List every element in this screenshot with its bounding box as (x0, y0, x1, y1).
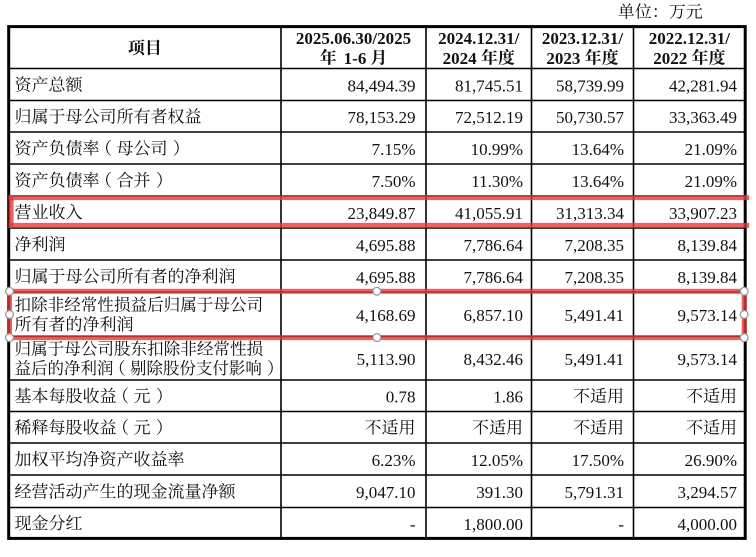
svg-text:9,573.14: 9,573.14 (678, 350, 738, 369)
svg-text:5,113.90: 5,113.90 (357, 350, 416, 369)
svg-text:7.15%: 7.15% (372, 140, 416, 159)
svg-text:21.09%: 21.09% (685, 172, 737, 191)
svg-text:8,139.84: 8,139.84 (678, 236, 738, 255)
svg-text:41,055.91: 41,055.91 (455, 204, 523, 223)
svg-text:4,168.69: 4,168.69 (356, 306, 416, 325)
svg-text:72,512.19: 72,512.19 (455, 108, 523, 127)
svg-text:5,791.31: 5,791.31 (565, 483, 625, 502)
svg-text:7,208.35: 7,208.35 (565, 236, 625, 255)
svg-text:2023: 2023 (546, 49, 580, 68)
svg-text:50,730.57: 50,730.57 (556, 108, 625, 127)
svg-text:4,695.88: 4,695.88 (356, 268, 416, 287)
svg-text:6.23%: 6.23% (372, 451, 416, 470)
svg-text:2025.06.30/2025: 2025.06.30/2025 (296, 29, 411, 48)
svg-text:78,153.29: 78,153.29 (348, 108, 416, 127)
svg-text:81,745.51: 81,745.51 (455, 76, 523, 95)
svg-text:33,907.23: 33,907.23 (669, 204, 737, 223)
svg-text:33,363.49: 33,363.49 (669, 108, 737, 127)
svg-text:10.99%: 10.99% (471, 140, 523, 159)
svg-text:9,573.14: 9,573.14 (678, 306, 738, 325)
svg-text:17.50%: 17.50% (572, 451, 624, 470)
svg-text:3,294.57: 3,294.57 (678, 483, 738, 502)
svg-text:21.09%: 21.09% (685, 140, 737, 159)
svg-text:2022.12.31/: 2022.12.31/ (649, 29, 731, 48)
svg-text:4,695.88: 4,695.88 (356, 236, 416, 255)
svg-text:-: - (410, 515, 416, 534)
svg-text:5,491.41: 5,491.41 (565, 350, 625, 369)
svg-text:23,849.87: 23,849.87 (348, 204, 417, 223)
svg-text:11.30%: 11.30% (471, 172, 523, 191)
svg-text:8,139.84: 8,139.84 (678, 268, 738, 287)
svg-text:2023.12.31/: 2023.12.31/ (542, 29, 624, 48)
svg-text:9,047.10: 9,047.10 (356, 483, 416, 502)
svg-text:13.64%: 13.64% (572, 140, 624, 159)
svg-text:58,739.99: 58,739.99 (556, 76, 624, 95)
svg-text:12.05%: 12.05% (471, 451, 523, 470)
svg-text:26.90%: 26.90% (685, 451, 737, 470)
svg-text:5,491.41: 5,491.41 (565, 306, 625, 325)
svg-text:1-6: 1-6 (344, 49, 367, 68)
svg-text:7,208.35: 7,208.35 (565, 268, 625, 287)
svg-text:13.64%: 13.64% (572, 172, 624, 191)
svg-text:4,000.00: 4,000.00 (678, 515, 738, 534)
svg-text:2022: 2022 (653, 49, 687, 68)
svg-text:391.30: 391.30 (476, 483, 523, 502)
svg-text:31,313.34: 31,313.34 (556, 204, 625, 223)
svg-text:7.50%: 7.50% (372, 172, 416, 191)
svg-text:1,800.00: 1,800.00 (464, 515, 524, 534)
svg-text:84,494.39: 84,494.39 (348, 76, 416, 95)
svg-text:42,281.94: 42,281.94 (669, 76, 738, 95)
svg-text:7,786.64: 7,786.64 (464, 268, 524, 287)
svg-text:1.86: 1.86 (493, 388, 523, 407)
svg-text:0.78: 0.78 (386, 388, 416, 407)
svg-text:2024.12.31/: 2024.12.31/ (438, 29, 520, 48)
svg-text:6,857.10: 6,857.10 (464, 306, 524, 325)
svg-text:2024: 2024 (443, 49, 478, 68)
svg-text:-: - (618, 515, 624, 534)
svg-text:7,786.64: 7,786.64 (464, 236, 524, 255)
svg-text:8,432.46: 8,432.46 (464, 350, 524, 369)
